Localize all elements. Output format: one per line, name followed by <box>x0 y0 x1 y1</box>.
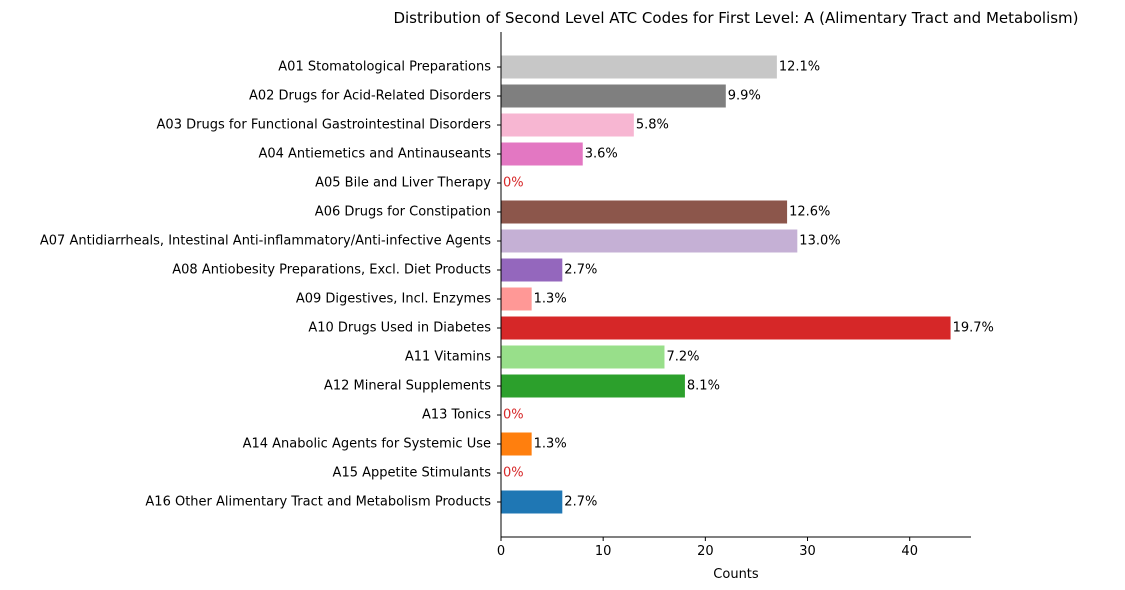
bars-group <box>501 55 951 514</box>
category-label: A01 Stomatological Preparations <box>278 60 491 75</box>
category-label: A14 Anabolic Agents for Systemic Use <box>243 437 491 452</box>
value-label: 9.9% <box>728 89 761 104</box>
bar <box>501 113 634 137</box>
category-labels-group: A01 Stomatological Preparations A02 Drugs… <box>40 60 501 510</box>
x-tick-label: 10 <box>595 544 612 559</box>
category-label: A07 Antidiarrheals, Intestinal Anti-infl… <box>40 234 491 249</box>
bar <box>501 374 685 398</box>
category-label: A15 Appetite Stimulants <box>333 466 492 481</box>
category-label: A02 Drugs for Acid-Related Disorders <box>249 89 491 104</box>
bar <box>501 200 788 224</box>
category-label: A06 Drugs for Constipation <box>315 205 491 220</box>
x-tick-label: 20 <box>697 544 714 559</box>
bar <box>501 229 798 253</box>
value-label: 12.6% <box>789 205 830 220</box>
category-label: A13 Tonics <box>422 408 491 423</box>
category-label: A09 Digestives, Incl. Enzymes <box>296 292 491 307</box>
bar <box>501 432 532 456</box>
bar <box>501 287 532 311</box>
bar <box>501 84 726 108</box>
x-tick-label: 0 <box>497 544 505 559</box>
value-label: 0% <box>503 466 524 481</box>
value-label: 5.8% <box>636 118 669 133</box>
bar <box>501 490 563 514</box>
value-label: 1.3% <box>534 292 567 307</box>
value-label: 1.3% <box>534 437 567 452</box>
category-label: A10 Drugs Used in Diabetes <box>308 321 491 336</box>
category-label: A11 Vitamins <box>405 350 491 365</box>
category-label: A03 Drugs for Functional Gastrointestina… <box>157 118 492 133</box>
bar <box>501 55 777 79</box>
x-axis-title: Counts <box>713 567 759 582</box>
value-labels-group: 12.1% 9.9% 5.8% 3.6% 0% 12.6% 13.0% 2.7% 1.3% 19.… <box>503 60 994 510</box>
category-label: A05 Bile and Liver Therapy <box>315 176 491 191</box>
value-label: 19.7% <box>953 321 994 336</box>
chart-title: Distribution of Second Level ATC Codes f… <box>393 9 1078 27</box>
category-label: A04 Antiemetics and Antinauseants <box>258 147 491 162</box>
value-label: 12.1% <box>779 60 820 75</box>
category-label: A08 Antiobesity Preparations, Excl. Diet… <box>172 263 491 278</box>
value-label: 0% <box>503 176 524 191</box>
bar <box>501 142 583 166</box>
x-ticks-group: 0 10 20 30 40 <box>497 537 918 559</box>
category-label: A16 Other Alimentary Tract and Metabolis… <box>145 495 491 510</box>
bar <box>501 316 951 340</box>
value-label: 7.2% <box>666 350 699 365</box>
value-label: 8.1% <box>687 379 720 394</box>
value-label: 2.7% <box>564 495 597 510</box>
category-label: A12 Mineral Supplements <box>324 379 491 394</box>
bar <box>501 345 665 369</box>
value-label: 13.0% <box>799 234 840 249</box>
value-label: 0% <box>503 408 524 423</box>
x-tick-label: 40 <box>901 544 918 559</box>
bar <box>501 258 563 282</box>
value-label: 2.7% <box>564 263 597 278</box>
value-label: 3.6% <box>585 147 618 162</box>
x-tick-label: 30 <box>799 544 816 559</box>
